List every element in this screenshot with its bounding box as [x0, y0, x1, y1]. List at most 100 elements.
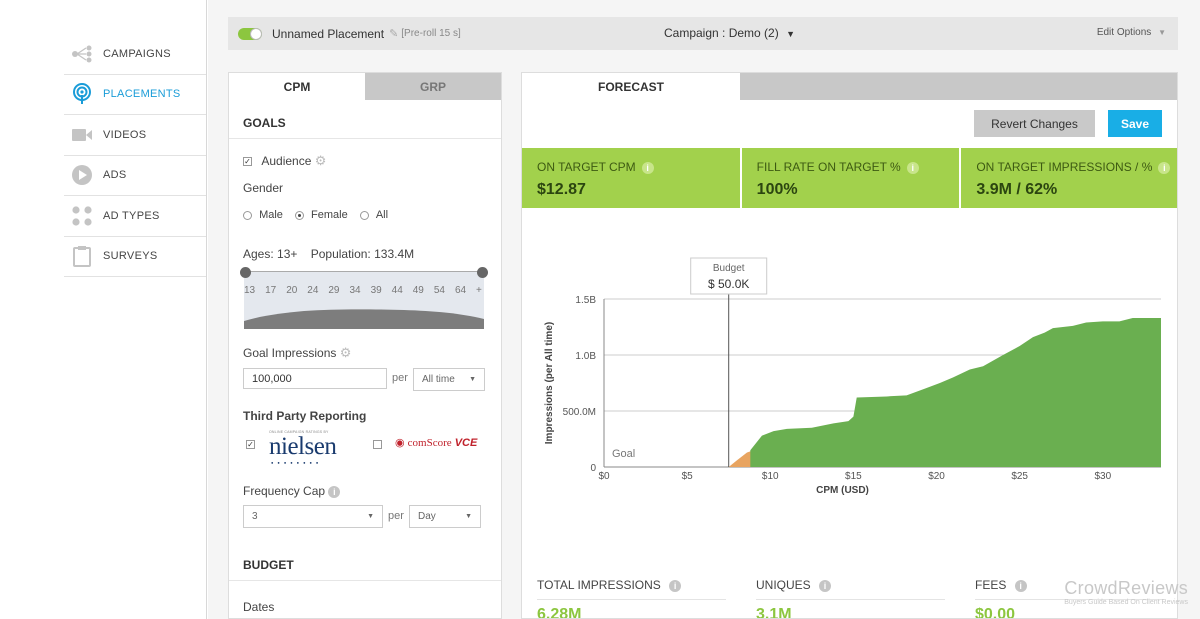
age-tick: 20: [286, 285, 298, 296]
age-tick: 54: [433, 285, 445, 296]
kpi-value: 3.9M / 62%: [976, 181, 1058, 198]
total-value: 3.1M: [756, 606, 792, 619]
nav-item-ad-types[interactable]: AD TYPES: [64, 196, 206, 237]
audience-checkbox[interactable]: ✓: [243, 157, 252, 167]
per-label: per: [388, 510, 404, 522]
population-distribution: [244, 309, 484, 329]
chevron-down-icon: ▼: [469, 376, 476, 383]
campaign-selector[interactable]: Campaign : Demo (2) ▼: [664, 26, 795, 40]
forecast-panel: FORECAST Revert Changes Save ON TARGET C…: [521, 72, 1178, 619]
forecast-chart: 0 500.0M 1.0B 1.5B $0 $5 $10 $15 $20 $25 $30 CPM (U…: [544, 257, 1161, 496]
age-tick: 24: [307, 285, 319, 296]
gear-icon[interactable]: ⚙: [339, 345, 352, 360]
nav-item-campaigns[interactable]: CAMPAIGNS: [64, 34, 206, 75]
age-range-slider[interactable]: 13 17 20 24 29 34 39 44 49 54 64 +: [240, 267, 488, 329]
x-tick-label: $5: [682, 471, 694, 482]
x-tick-label: $0: [598, 471, 610, 482]
nav-item-placements[interactable]: PLACEMENTS: [64, 75, 206, 115]
tab-grp[interactable]: GRP: [365, 73, 501, 100]
y-tick-label: 1.5B: [575, 295, 596, 306]
gear-icon[interactable]: ⚙: [314, 153, 327, 168]
total-label: TOTAL IMPRESSIONS: [537, 578, 661, 592]
kpi-strip: ON TARGET CPM i $12.87 FILL RATE ON TARGE…: [522, 148, 1177, 208]
forecast-tabbar: FORECAST: [522, 73, 1177, 100]
placements-icon: [70, 83, 94, 105]
comscore-logo: ◉ comScore VCE: [395, 436, 477, 449]
gender-options: Male Female All: [229, 209, 388, 221]
info-icon[interactable]: i: [641, 161, 654, 174]
gender-male-radio[interactable]: [243, 210, 252, 220]
kpi-on-target-cpm: ON TARGET CPM i $12.87: [522, 148, 740, 208]
chevron-down-icon: ▼: [465, 513, 472, 520]
info-icon[interactable]: i: [328, 485, 341, 498]
pencil-icon[interactable]: ✎: [389, 28, 399, 40]
x-tick-label: $30: [1094, 471, 1111, 482]
campaign-label: Campaign : Demo (2): [664, 26, 779, 40]
population-text: Population: 133.4M: [310, 247, 415, 261]
tab-cpm[interactable]: CPM: [229, 73, 365, 100]
goal-impressions-input[interactable]: 100,000: [243, 368, 387, 389]
chevron-down-icon: ▼: [367, 513, 374, 520]
age-tick: 17: [265, 285, 277, 296]
tab-forecast[interactable]: FORECAST: [522, 73, 740, 100]
comscore-swirl-icon: ◉: [395, 437, 405, 449]
frequency-period-value: Day: [418, 511, 436, 522]
placement-active-toggle[interactable]: [238, 27, 262, 40]
budget-value: $ 50.0K: [708, 277, 749, 291]
frequency-period-select[interactable]: Day ▼: [409, 505, 481, 528]
x-tick-label: $25: [1011, 471, 1028, 482]
gender-female-radio[interactable]: [294, 210, 304, 220]
kpi-fill-rate: FILL RATE ON TARGET % i 100%: [741, 148, 960, 208]
info-icon[interactable]: i: [906, 161, 919, 174]
gender-all-radio[interactable]: [359, 210, 369, 220]
nav-item-surveys[interactable]: SURVEYS: [64, 237, 206, 277]
y-tick-label: 500.0M: [563, 407, 596, 418]
info-icon[interactable]: i: [1158, 161, 1171, 174]
save-button[interactable]: Save: [1108, 110, 1162, 137]
kpi-label: ON TARGET IMPRESSIONS / %: [976, 160, 1153, 174]
info-icon[interactable]: i: [669, 579, 682, 592]
total-value: 6.28M: [537, 606, 582, 619]
comscore-checkbox[interactable]: [373, 440, 382, 449]
comscore-wordmark: comScore: [407, 437, 452, 449]
comscore-vce: VCE: [454, 437, 478, 449]
nielsen-checkbox[interactable]: ✓: [246, 440, 255, 449]
info-icon[interactable]: i: [819, 579, 832, 592]
age-min-handle[interactable]: [240, 267, 251, 278]
goal-period-select[interactable]: All time ▼: [413, 368, 485, 391]
gender-label: Gender: [243, 181, 284, 195]
placement-name: Unnamed Placement: [272, 26, 385, 41]
age-tick: 39: [370, 285, 382, 296]
age-max-handle[interactable]: [477, 267, 488, 278]
goal-impressions-row: Goal Impressions ⚙: [229, 345, 351, 361]
age-tick: 44: [391, 285, 403, 296]
nav-item-videos[interactable]: VIDEOS: [64, 115, 206, 156]
kpi-on-target-impressions: ON TARGET IMPRESSIONS / % i 3.9M / 62%: [961, 148, 1177, 208]
ads-icon: [70, 164, 94, 186]
budget-label: Budget: [713, 263, 745, 274]
edit-options-menu[interactable]: Edit Options ▼: [1097, 27, 1166, 38]
age-tick: 13: [244, 285, 256, 296]
y-tick-label: 1.0B: [575, 351, 596, 362]
main-area: Unnamed Placement ✎ [Pre-roll 15 s] Camp…: [208, 0, 1200, 619]
surveys-icon: [70, 245, 94, 268]
nav-item-ads[interactable]: ADS: [64, 156, 206, 196]
age-tick: 29: [328, 285, 340, 296]
nav-list: CAMPAIGNS PLACEMENTS VIDEOS ADS AD TYPES: [64, 34, 206, 277]
videos-icon: [70, 124, 94, 146]
nav-label: SURVEYS: [103, 250, 158, 263]
goal-impressions-label: Goal Impressions: [243, 346, 337, 360]
nav-label: AD TYPES: [103, 209, 160, 222]
chevron-down-icon: ▼: [786, 29, 795, 39]
x-tick-label: $20: [928, 471, 945, 482]
frequency-cap-select[interactable]: 3 ▼: [243, 505, 383, 528]
kpi-label: ON TARGET CPM: [537, 160, 636, 174]
kpi-value: $12.87: [537, 181, 586, 198]
age-tick: 34: [349, 285, 361, 296]
gender-option-label: Female: [311, 209, 348, 221]
info-icon[interactable]: i: [1014, 579, 1027, 592]
frequency-cap-row: Frequency Cap i: [229, 484, 341, 498]
revert-changes-button[interactable]: Revert Changes: [974, 110, 1095, 137]
per-label: per: [392, 372, 408, 384]
total-uniques: UNIQUES i 3.1M: [741, 578, 960, 619]
